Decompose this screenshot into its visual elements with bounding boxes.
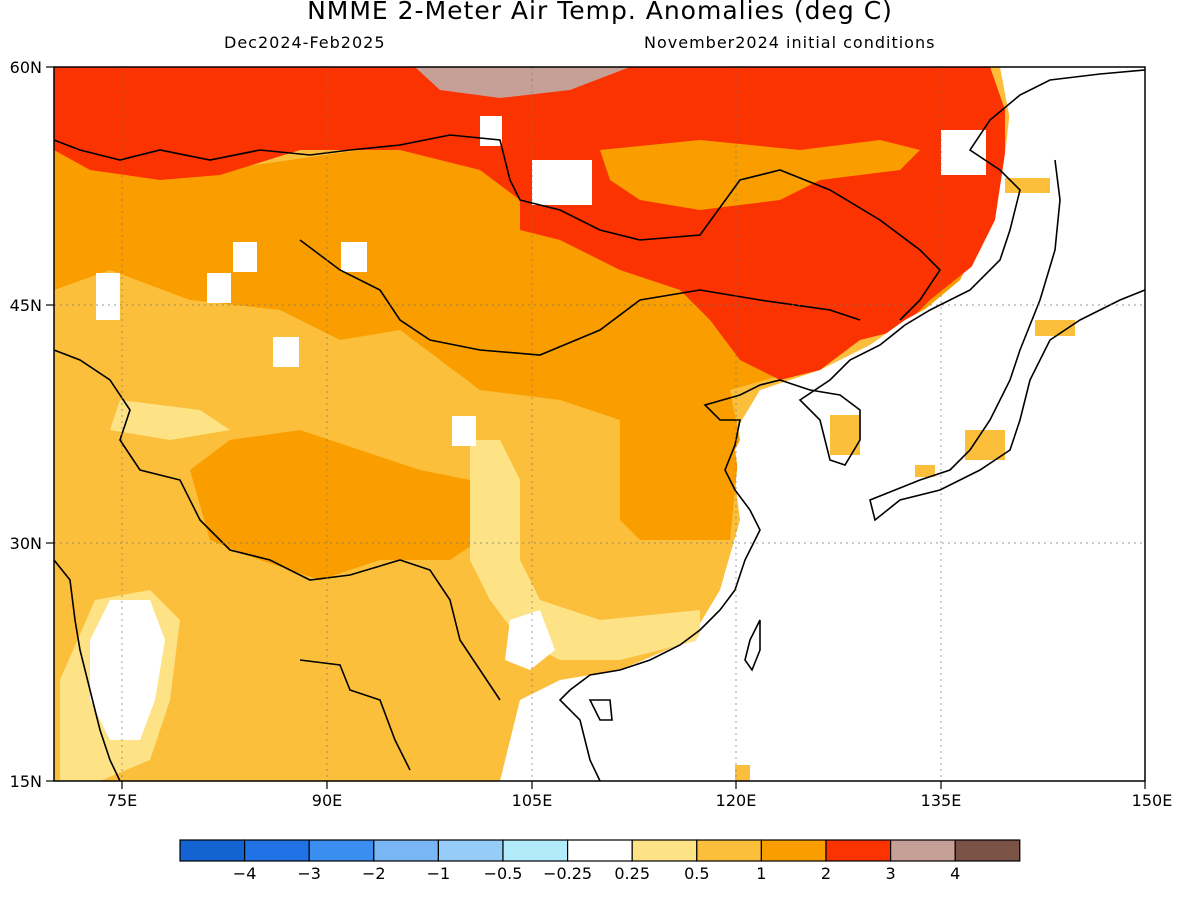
colorbar-swatch bbox=[566, 839, 633, 862]
lon-label-75e: 75E bbox=[107, 791, 137, 810]
colorbar-swatch bbox=[244, 839, 310, 862]
colorbar-swatch bbox=[437, 839, 504, 862]
anomaly-3-4 bbox=[415, 67, 630, 98]
lat-label-15n: 15N bbox=[10, 772, 42, 791]
lat-label-60n: 60N bbox=[10, 58, 42, 77]
anomaly-0.25-0.5 bbox=[470, 440, 700, 660]
colorbar-label: 1 bbox=[756, 864, 766, 883]
map-frame bbox=[53, 66, 1146, 782]
colorbar-label: −1 bbox=[427, 864, 451, 883]
colorbar-swatch bbox=[889, 839, 956, 862]
colorbar-label: 3 bbox=[886, 864, 896, 883]
colorbar-swatch bbox=[373, 839, 439, 862]
lon-label-90e: 90E bbox=[312, 791, 342, 810]
lon-label-120e: 120E bbox=[716, 791, 757, 810]
colorbar-label: −4 bbox=[233, 864, 257, 883]
forecast-period: Dec2024-Feb2025 bbox=[224, 33, 386, 52]
colorbar-label: −0.25 bbox=[543, 864, 592, 883]
colorbar-swatch bbox=[179, 839, 246, 862]
gridlines bbox=[54, 67, 1145, 781]
colorbar-label: −2 bbox=[362, 864, 386, 883]
coastlines bbox=[54, 69, 1145, 781]
initial-conditions: November2024 initial conditions bbox=[644, 33, 936, 52]
colorbar-label: 4 bbox=[950, 864, 960, 883]
colorbar-label: −0.5 bbox=[484, 864, 523, 883]
colorbar-label: 2 bbox=[821, 864, 831, 883]
lon-label-135e: 135E bbox=[921, 791, 962, 810]
lat-label-30n: 30N bbox=[10, 534, 42, 553]
colorbar: −4 −3 −2 −1 −0.5 −0.25 0.25 0.5 1 2 3 4 bbox=[179, 839, 1021, 883]
lon-label-105e: 105E bbox=[512, 791, 553, 810]
colorbar-swatch bbox=[502, 839, 569, 862]
colorbar-swatch bbox=[954, 839, 1021, 862]
colorbar-label: −3 bbox=[297, 864, 321, 883]
colorbar-label: 0.25 bbox=[614, 864, 650, 883]
colorbar-swatch bbox=[825, 839, 892, 862]
colorbar-label: 0.5 bbox=[684, 864, 709, 883]
colorbar-swatch bbox=[760, 839, 827, 862]
ocean bbox=[500, 67, 1145, 781]
lat-label-45n: 45N bbox=[10, 296, 42, 315]
colorbar-swatch bbox=[631, 839, 698, 862]
map-title: NMME 2-Meter Air Temp. Anomalies (deg C) bbox=[307, 0, 893, 25]
lon-label-150e: 150E bbox=[1132, 791, 1173, 810]
colorbar-swatch bbox=[308, 839, 375, 862]
colorbar-swatch bbox=[696, 839, 762, 862]
